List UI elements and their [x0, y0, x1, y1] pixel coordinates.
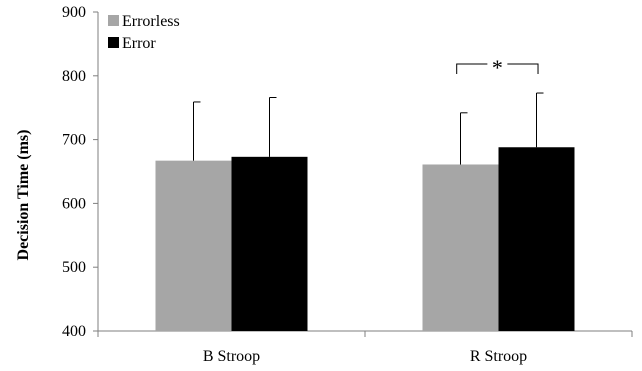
bar-errorless-0	[155, 160, 232, 331]
significance-bracket-left	[456, 63, 488, 74]
y-tick-label: 900	[62, 4, 86, 21]
y-tick-label: 600	[62, 195, 86, 212]
significance-star: *	[492, 55, 503, 80]
annotations: *	[456, 55, 539, 80]
bars	[155, 147, 575, 331]
y-ticks: 400 500 600 700 800 900	[62, 4, 98, 340]
y-tick-label: 400	[62, 323, 86, 340]
x-categories: B Stroop R Stroop	[203, 348, 527, 365]
y-tick-label: 500	[62, 259, 86, 276]
error-bars	[193, 92, 544, 165]
y-tick-label: 700	[62, 132, 86, 149]
legend: Errorless Error	[108, 13, 180, 52]
y-tick-label: 800	[62, 68, 86, 85]
significance-bracket-right	[507, 63, 539, 74]
y-axis-label: Decision Time (ms)	[15, 130, 32, 261]
legend-swatch-error	[108, 37, 119, 48]
legend-label-error: Error	[122, 35, 156, 52]
legend-label-errorless: Errorless	[122, 13, 180, 30]
bar-error-1	[498, 147, 575, 331]
bar-errorless-1	[422, 164, 499, 331]
bar-error-0	[231, 156, 308, 331]
x-category-label: R Stroop	[470, 348, 527, 365]
x-category-label: B Stroop	[203, 348, 260, 365]
legend-swatch-errorless	[108, 15, 119, 26]
